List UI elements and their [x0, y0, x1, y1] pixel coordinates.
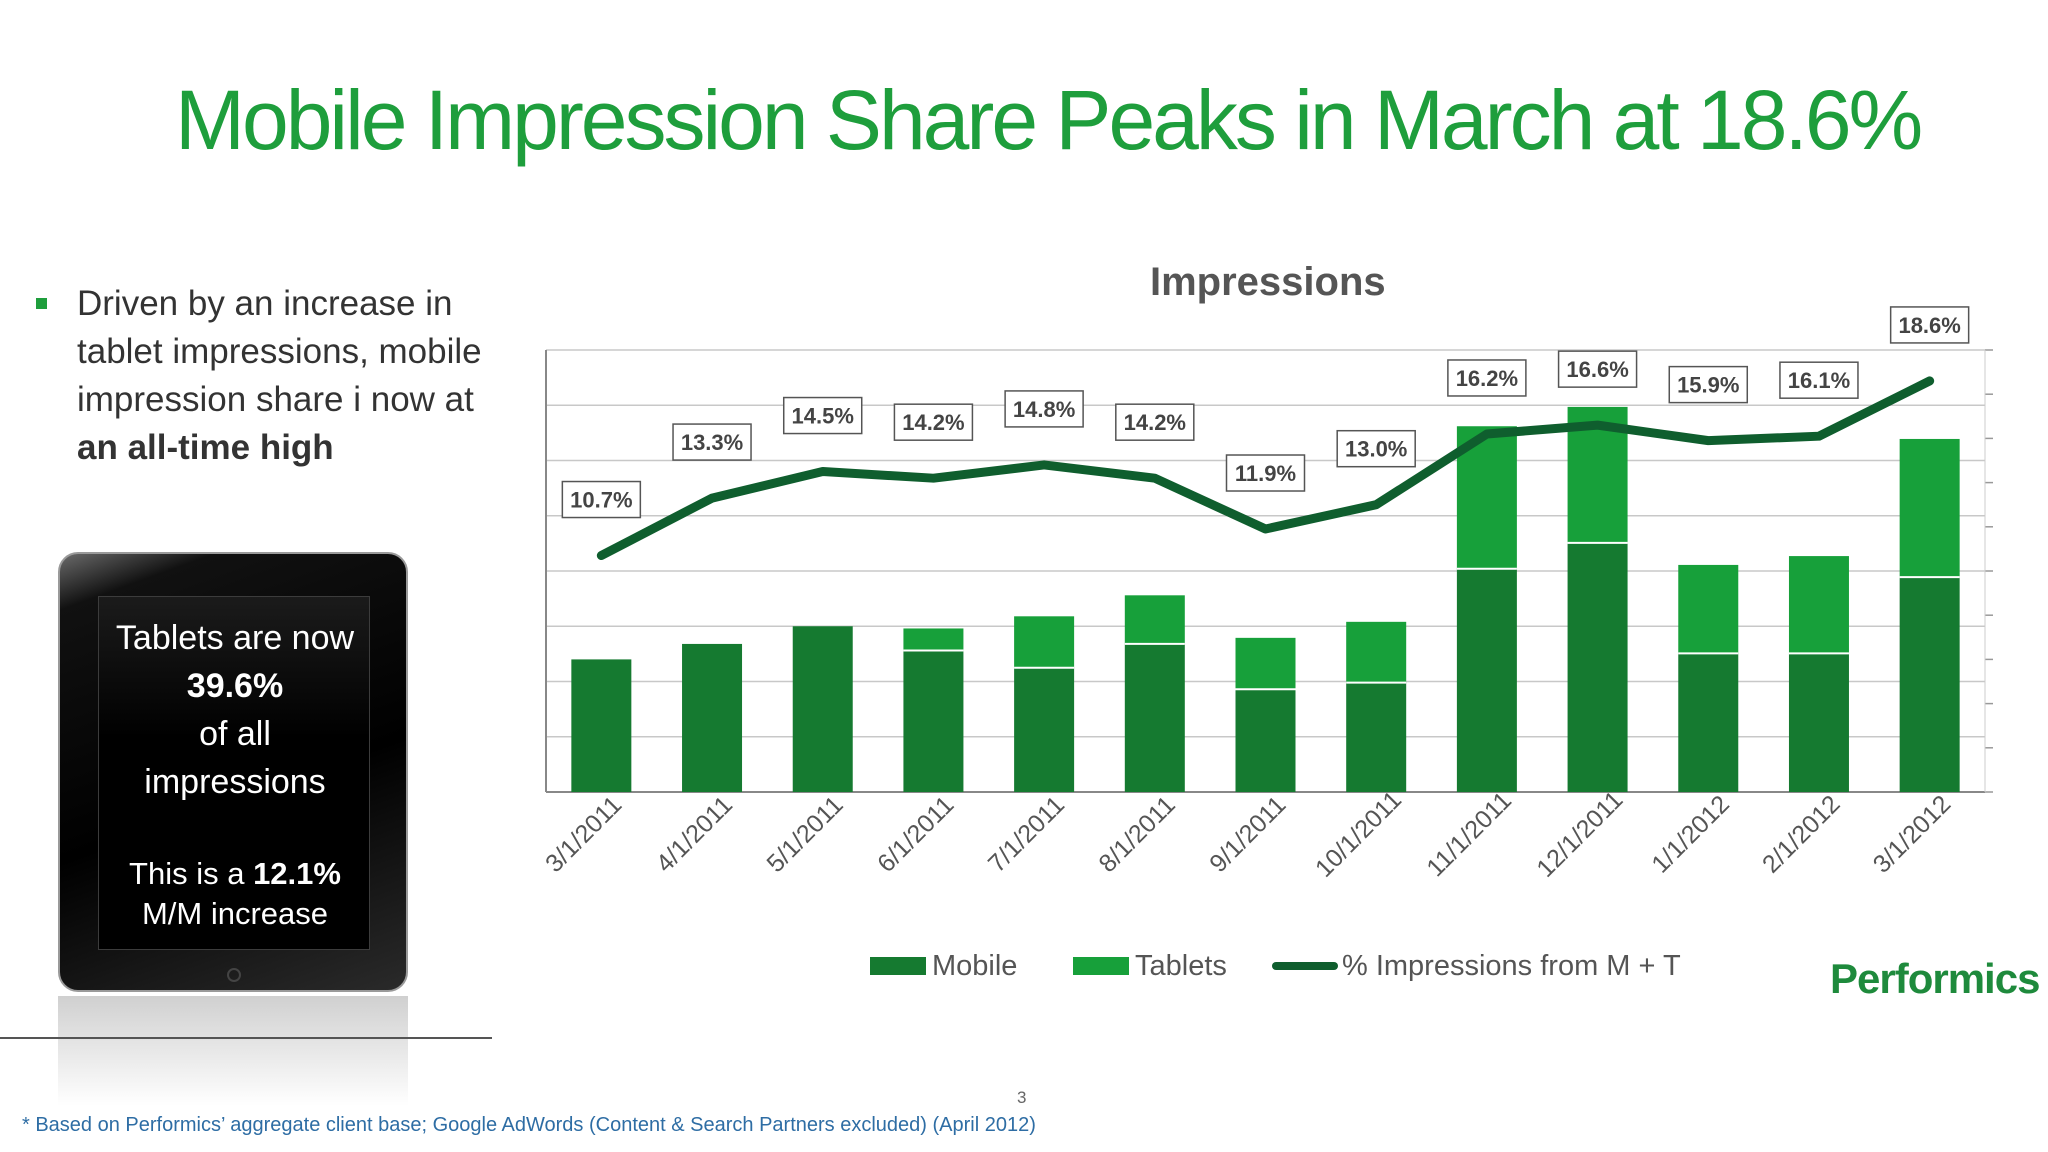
- legend-item-mobile: Mobile: [870, 948, 1017, 984]
- data-label-box: [782, 396, 863, 435]
- x-tick-label: 9/1/2011: [1204, 791, 1291, 878]
- bullet-text-bold: an all-time high: [77, 428, 334, 467]
- x-tick-label: 12/1/2011: [1531, 786, 1628, 883]
- data-label-box: [561, 480, 642, 519]
- chart-title: Impressions: [1150, 260, 1386, 304]
- data-label: 18.6%: [1898, 313, 1960, 338]
- data-label: 16.2%: [1456, 366, 1518, 391]
- data-label: 14.8%: [1013, 397, 1075, 422]
- bar-mobile: [792, 626, 853, 792]
- legend-line-share: [1272, 962, 1338, 970]
- bar-mobile: [682, 643, 743, 792]
- tablet-reflection: [58, 996, 408, 1106]
- data-label-box: [1668, 365, 1749, 404]
- data-label-box: [1004, 390, 1084, 428]
- legend-swatch-mobile: [870, 957, 926, 975]
- bar-mobile: [571, 659, 632, 792]
- bar-tablets: [1124, 595, 1185, 644]
- bar-mobile: [1788, 653, 1849, 792]
- slide-title: Mobile Impression Share Peaks in March a…: [175, 73, 1923, 167]
- data-label: 14.5%: [792, 404, 854, 429]
- series-line-share: [596, 376, 1935, 561]
- x-tick-label: 8/1/2011: [1093, 791, 1180, 878]
- bar-tablets: [1235, 637, 1296, 690]
- page-number: 3: [1017, 1088, 1027, 1107]
- footnote: * Based on Performics’ aggregate client …: [22, 1114, 1036, 1136]
- x-tick-label: 11/1/2011: [1421, 786, 1517, 882]
- tablet-callout-line-3: of all: [199, 715, 271, 753]
- bar-mobile: [1678, 653, 1739, 792]
- data-label: 10.7%: [570, 488, 632, 513]
- x-tick-label: 3/1/2012: [1868, 790, 1957, 879]
- data-label-box: [1336, 429, 1416, 468]
- x-tick-label: 10/1/2011: [1310, 786, 1407, 883]
- tablet-callout-percent: 39.6%: [186, 667, 284, 705]
- bar-tablets: [1346, 621, 1407, 683]
- data-label: 16.1%: [1788, 368, 1850, 393]
- tablet-callout-line-5-prefix: This is a: [129, 856, 254, 891]
- bullet-text-plain: Driven by an increase in tablet impressi…: [77, 284, 482, 419]
- x-tick-label: 5/1/2011: [761, 791, 848, 878]
- tablet-callout-increase: 12.1%: [253, 856, 341, 891]
- legend-item-share: % Impressions from M + T: [1272, 948, 1681, 984]
- bar-tablets: [1678, 564, 1739, 654]
- data-label-box: [1557, 350, 1638, 388]
- bullet-marker-icon: [36, 298, 47, 309]
- bar-mobile: [1235, 689, 1296, 792]
- bar-mobile: [1346, 682, 1407, 792]
- performics-logo: Performics: [1830, 955, 2040, 1002]
- legend-label-mobile: Mobile: [932, 949, 1018, 982]
- legend-swatch-tablets: [1073, 957, 1129, 975]
- bar-tablets: [1899, 438, 1960, 578]
- x-tick-label: 1/1/2012: [1646, 790, 1735, 879]
- bar-mobile: [1014, 667, 1075, 792]
- tablet-callout-line-6: M/M increase: [141, 896, 329, 931]
- tablet-home-button-icon: [227, 968, 241, 982]
- legend-item-tablets: Tablets: [1073, 948, 1227, 984]
- bar-mobile: [1456, 568, 1517, 792]
- bar-mobile: [903, 650, 964, 792]
- data-label: 14.2%: [1124, 410, 1186, 435]
- bar-tablets: [1788, 556, 1849, 654]
- data-label-box: [1447, 359, 1527, 397]
- data-label: 13.0%: [1345, 437, 1407, 462]
- bullet-point: Driven by an increase in tablet impressi…: [36, 280, 506, 472]
- data-label-box: [1779, 361, 1859, 399]
- data-label: 11.9%: [1235, 461, 1296, 486]
- x-tick-label: 7/1/2011: [983, 791, 1070, 878]
- tablet-callout-line-4: impressions: [144, 763, 326, 801]
- data-label-box: [1889, 306, 1970, 344]
- data-label: 14.2%: [902, 410, 964, 435]
- tablet-callout-line-5: This is a 12.1%: [90, 854, 380, 894]
- tablet-callout-line-1: Tablets are now: [115, 619, 355, 657]
- data-label: 13.3%: [681, 430, 743, 455]
- data-label: 16.6%: [1566, 357, 1628, 382]
- bar-mobile: [1124, 643, 1185, 792]
- data-label: 15.9%: [1677, 373, 1739, 398]
- x-tick-label: 2/1/2012: [1757, 790, 1846, 879]
- tablet-device-image: Tablets are now 39.6% of all impressions…: [58, 552, 408, 992]
- bullet-text: Driven by an increase in tablet impressi…: [77, 280, 506, 472]
- x-tick-label: 4/1/2011: [651, 791, 738, 878]
- bar-mobile: [1899, 577, 1960, 792]
- data-label-box: [672, 423, 752, 461]
- x-tick-label: 3/1/2011: [540, 791, 627, 878]
- bar-tablets: [1014, 616, 1075, 668]
- data-label-box: [1225, 454, 1306, 492]
- divider: [0, 1037, 492, 1039]
- data-label-box: [893, 403, 974, 441]
- tablet-screen: [98, 596, 370, 950]
- legend-label-share: % Impressions from M + T: [1342, 949, 1681, 982]
- legend-label-tablets: Tablets: [1135, 949, 1227, 982]
- data-label-box: [1115, 403, 1195, 441]
- bar-tablets: [903, 628, 964, 651]
- bar-mobile: [1567, 542, 1628, 792]
- x-tick-label: 6/1/2011: [872, 791, 959, 878]
